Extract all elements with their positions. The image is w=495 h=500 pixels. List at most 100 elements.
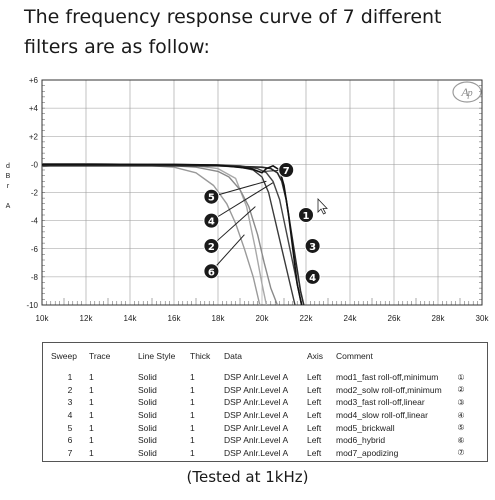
x-tick-label: 14k <box>124 314 138 323</box>
callout-label: 5 <box>208 193 215 204</box>
series-line-1 <box>42 165 305 306</box>
x-tick-label: 18k <box>212 314 226 323</box>
cell-thick: 1 <box>190 435 195 446</box>
cell-trace: 1 <box>89 384 94 395</box>
callout-marker <box>203 263 220 280</box>
cell-thick: 1 <box>190 447 195 458</box>
cell-style: Solid <box>138 372 157 383</box>
cell-mark: ⑦ <box>457 448 465 458</box>
callout-marker <box>298 207 314 223</box>
cell-mark: ④ <box>457 410 465 420</box>
cell-trace: 1 <box>89 447 94 458</box>
cell-style: Solid <box>138 435 157 446</box>
x-tick-label: 10k <box>36 314 50 323</box>
y-tick-label: -8 <box>31 273 39 282</box>
series-line-2 <box>42 162 279 306</box>
ap-logo: Ap <box>452 81 482 103</box>
cell-sweep: 6 <box>67 435 73 446</box>
mouse-cursor-icon <box>317 197 328 215</box>
cell-thick: 1 <box>190 410 195 421</box>
cell-comment: mod2_solw roll-off,minimum <box>336 384 442 395</box>
x-tick-label: 20k <box>256 314 270 323</box>
cell-style: Solid <box>138 397 157 408</box>
cell-mark: ⑤ <box>457 423 465 433</box>
cell-mark: ③ <box>457 397 465 407</box>
chart-callouts: 1 2 3 4 4 5 6 7 <box>203 162 321 285</box>
cell-axis: Left <box>307 397 322 408</box>
col-data: Data <box>224 351 242 361</box>
plot-frame <box>41 79 483 306</box>
col-trace: Trace <box>89 351 111 361</box>
cell-axis: Left <box>307 410 322 421</box>
cell-thick: 1 <box>190 422 195 433</box>
cell-sweep: 5 <box>67 422 73 433</box>
cell-trace: 1 <box>89 435 94 446</box>
table-row: 6 1 Solid 1 DSP Anlr.Level A Left mod6_hybrid ⑥ <box>51 434 468 447</box>
cell-axis: Left <box>307 384 322 395</box>
cell-sweep: 1 <box>67 372 73 383</box>
col-axis: Axis <box>307 351 324 361</box>
cell-data: DSP Anlr.Level A <box>224 422 289 433</box>
x-tick-label: 30k <box>476 314 490 323</box>
callout-label: 2 <box>208 242 215 253</box>
callout-label: 1 <box>303 211 310 222</box>
cell-sweep: 3 <box>67 397 73 408</box>
frequency-response-chart: +6+4+2-0-2-4-6-8-10 10k 12k 14k 16k 18k 20k 22… <box>6 76 490 323</box>
sweep-table-header: Sweep Trace Line Style Thick Data Axis C… <box>51 349 468 371</box>
y-axis-label-char: d <box>6 163 10 170</box>
y-tick-label: -0 <box>31 160 39 169</box>
cell-axis: Left <box>307 372 322 383</box>
callout-leader <box>211 182 274 222</box>
cell-style: Solid <box>138 384 157 395</box>
table-row: 7 1 Solid 1 DSP Anlr.Level A Left mod7_apodizi… <box>51 447 468 460</box>
cell-sweep: 2 <box>67 384 73 395</box>
cell-data: DSP Anlr.Level A <box>224 410 289 421</box>
col-thick: Thick <box>190 351 211 361</box>
callout-leader <box>211 206 256 247</box>
cell-sweep: 4 <box>67 410 73 421</box>
cell-comment: mod4_slow roll-off,linear <box>336 410 428 421</box>
series-line-5 <box>41 163 268 306</box>
callout-marker <box>203 188 220 205</box>
cell-trace: 1 <box>89 410 94 421</box>
table-row: 3 1 Solid 1 DSP Anlr.Level A Left mod3_fast ro… <box>51 396 468 409</box>
cell-axis: Left <box>307 447 322 458</box>
y-tick-label: -2 <box>31 189 39 198</box>
y-tick-label: -10 <box>26 301 38 310</box>
callout-marker <box>304 268 321 285</box>
chart-grid <box>41 79 483 306</box>
y-tick-label: +2 <box>29 132 39 141</box>
callout-leader <box>211 180 267 198</box>
cell-thick: 1 <box>190 384 195 395</box>
y-tick-label: -6 <box>31 245 39 254</box>
svg-text:Ap: Ap <box>460 85 472 99</box>
cell-trace: 1 <box>89 422 94 433</box>
cell-trace: 1 <box>89 372 94 383</box>
cell-style: Solid <box>138 422 157 433</box>
cell-style: Solid <box>138 447 157 458</box>
intro-text: The frequency response curve of 7 differ… <box>24 6 442 58</box>
callout-marker <box>203 212 220 229</box>
series-line-6 <box>42 162 261 306</box>
col-comment: Comment <box>336 351 373 361</box>
cell-data: DSP Anlr.Level A <box>224 372 289 383</box>
cell-thick: 1 <box>190 372 195 383</box>
table-row: 1 1 Solid 1 DSP Anlr.Level A Left mod1_fast ro… <box>51 371 468 384</box>
x-axis-ticks: 10k 12k 14k 16k 18k 20k 22k 24k 26k 28k 30k <box>36 314 490 323</box>
callout-label: 6 <box>208 267 215 278</box>
y-axis-label-char: r <box>7 183 10 190</box>
footer-note: (Tested at 1kHz) <box>186 468 309 486</box>
y-axis-ticks: +6 +4 +2 -0 -2 -4 -6 -8 -10 <box>26 76 38 310</box>
x-tick-label: 22k <box>300 314 314 323</box>
x-tick-label: 12k <box>80 314 94 323</box>
callout-label: 3 <box>309 242 316 253</box>
y-axis-label-char: B <box>6 173 11 180</box>
col-sweep: Sweep <box>51 351 77 361</box>
col-line-style: Line Style <box>138 351 176 361</box>
cell-mark: ⑥ <box>457 435 465 445</box>
x-tick-label: 28k <box>432 314 446 323</box>
cell-mark: ① <box>457 372 465 382</box>
y-tick-label: +4 <box>29 104 39 113</box>
callout-marker <box>203 237 220 254</box>
x-tick-label: 24k <box>344 314 358 323</box>
